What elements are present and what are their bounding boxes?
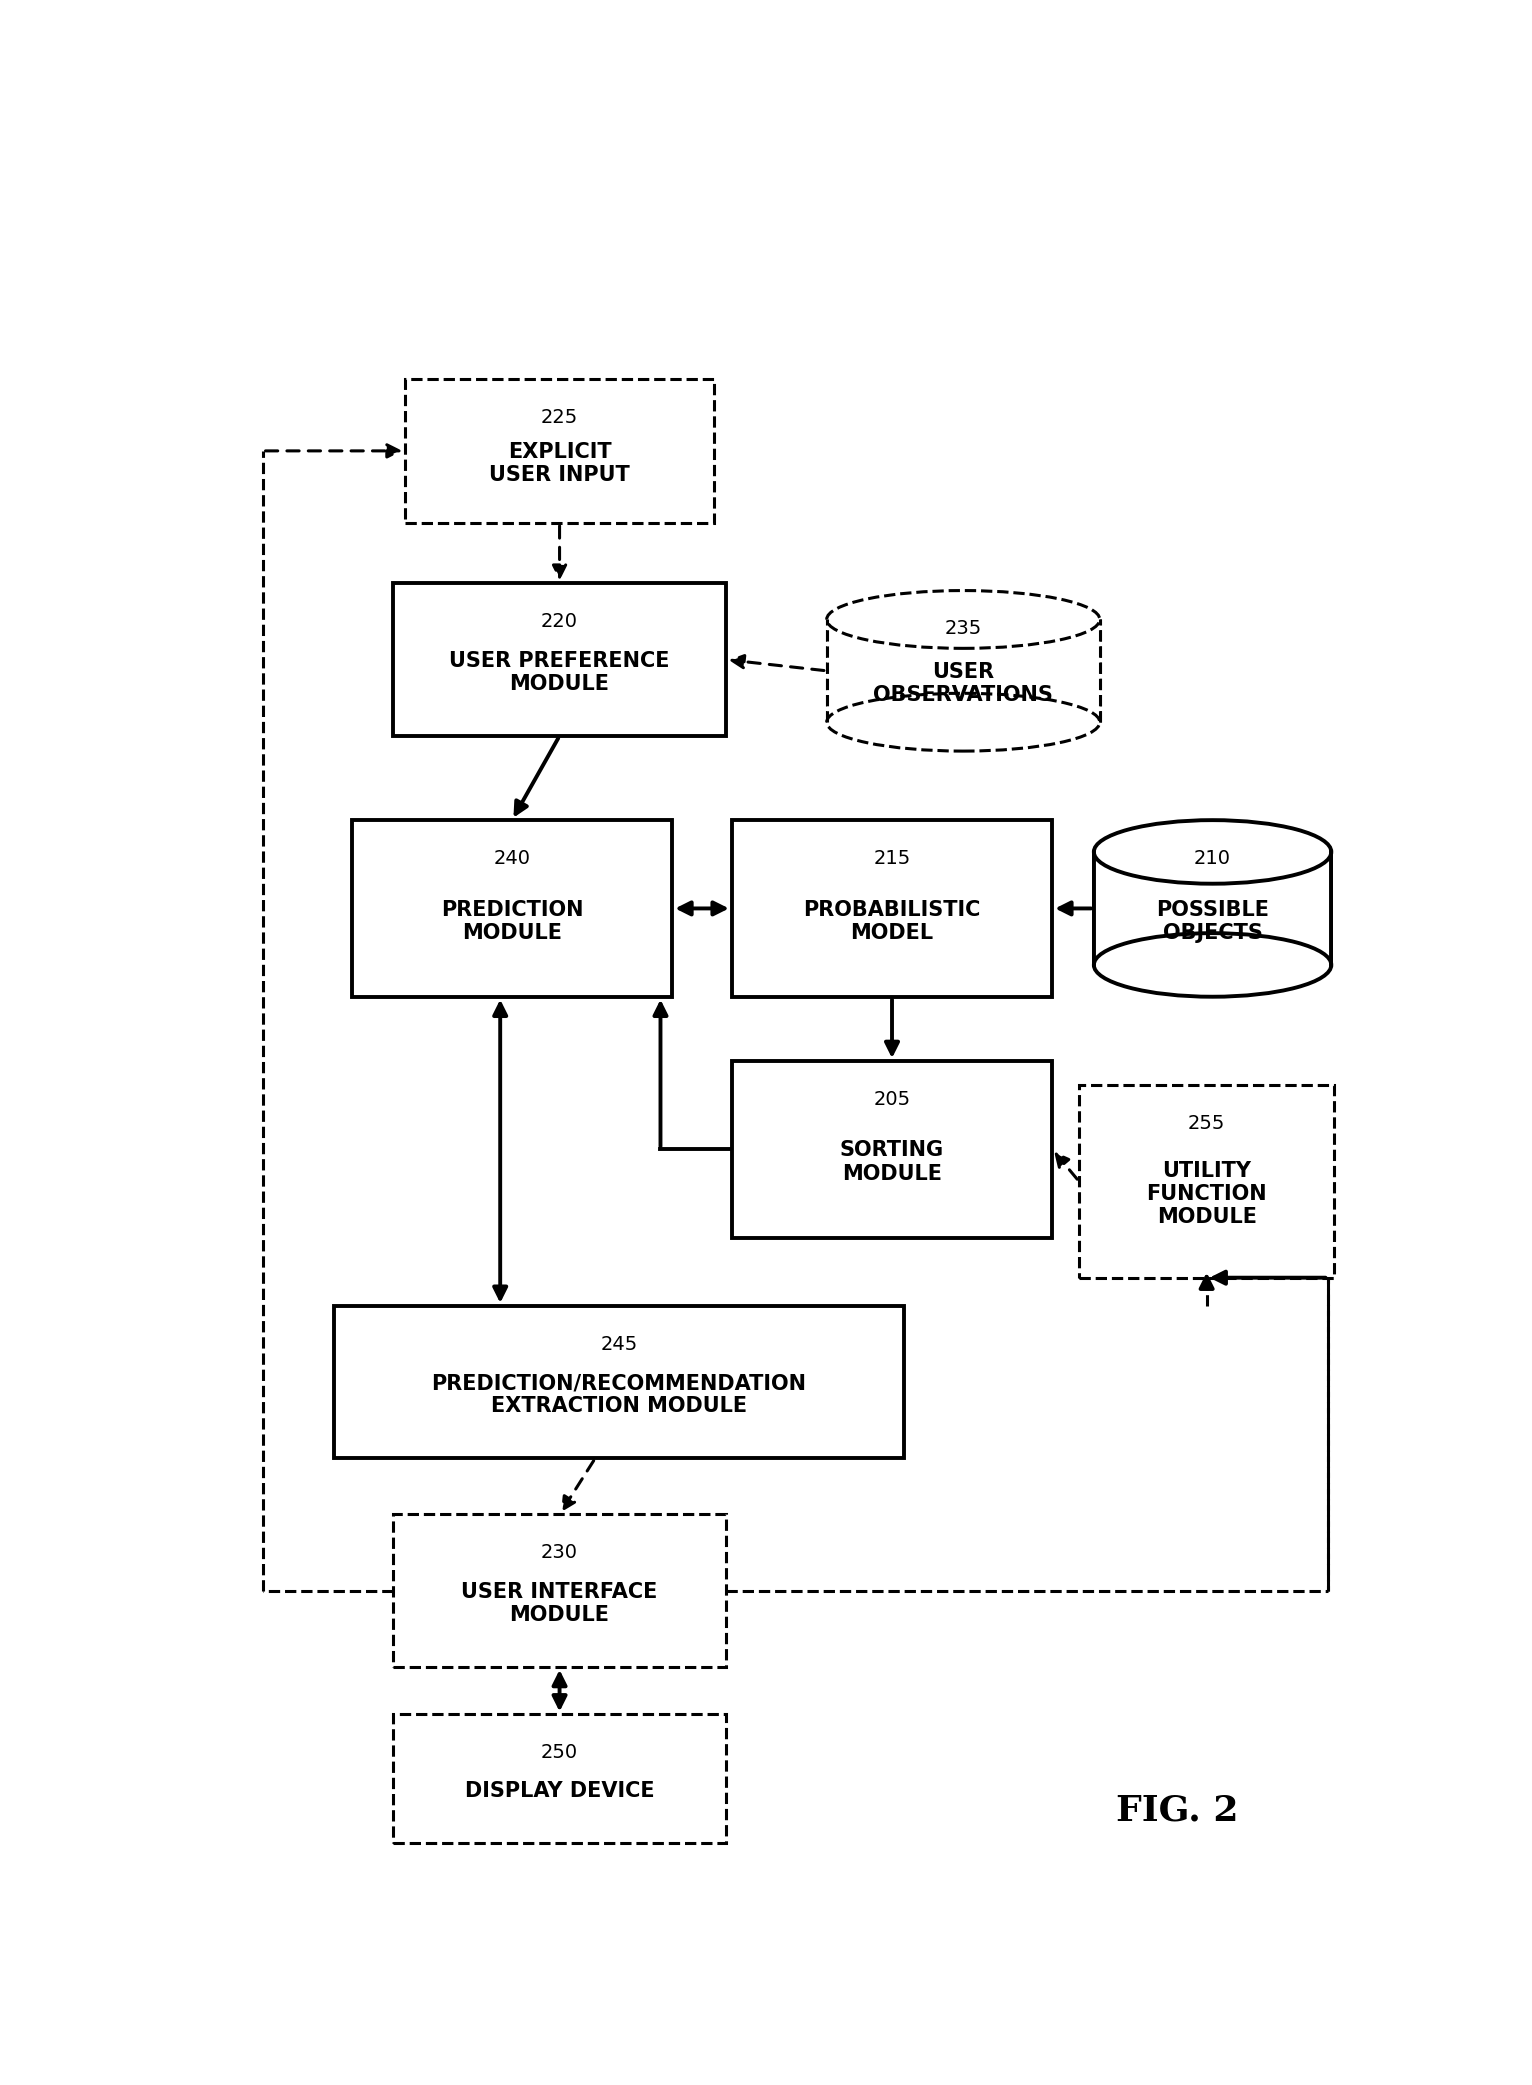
Bar	[1079, 1084, 1334, 1278]
Text: USER
OBSERVATIONS: USER OBSERVATIONS	[873, 663, 1052, 705]
Bar	[732, 1061, 1052, 1238]
Bar	[394, 1514, 726, 1668]
Text: 210: 210	[1193, 849, 1232, 867]
Bar	[352, 819, 673, 997]
Text: FIG. 2: FIG. 2	[1115, 1793, 1238, 1829]
Text: 255: 255	[1187, 1113, 1226, 1132]
Text: EXPLICIT
USER INPUT: EXPLICIT USER INPUT	[489, 442, 630, 486]
Ellipse shape	[1094, 819, 1331, 884]
Bar	[334, 1305, 904, 1457]
Bar	[404, 379, 714, 523]
Bar	[732, 819, 1052, 997]
Text: 240: 240	[493, 849, 530, 867]
Text: POSSIBLE
OBJECTS: POSSIBLE OBJECTS	[1157, 901, 1268, 942]
Text: USER PREFERENCE
MODULE: USER PREFERENCE MODULE	[449, 651, 669, 694]
Bar	[827, 619, 1100, 721]
Ellipse shape	[1094, 934, 1331, 997]
Text: DISPLAY DEVICE: DISPLAY DEVICE	[464, 1781, 654, 1801]
Text: 230: 230	[541, 1543, 578, 1562]
Bar	[394, 584, 726, 736]
Text: 215: 215	[873, 849, 910, 867]
Text: 235: 235	[945, 619, 982, 638]
Text: 245: 245	[601, 1334, 637, 1353]
Ellipse shape	[827, 590, 1100, 648]
Text: PREDICTION
MODULE: PREDICTION MODULE	[441, 901, 584, 942]
Text: UTILITY
FUNCTION
MODULE: UTILITY FUNCTION MODULE	[1146, 1161, 1267, 1228]
Text: PREDICTION/RECOMMENDATION
EXTRACTION MODULE: PREDICTION/RECOMMENDATION EXTRACTION MOD…	[432, 1374, 806, 1416]
Text: 250: 250	[541, 1743, 578, 1762]
Text: SORTING
MODULE: SORTING MODULE	[840, 1140, 944, 1184]
Ellipse shape	[827, 694, 1100, 751]
Text: 220: 220	[541, 613, 578, 632]
Text: 225: 225	[541, 407, 578, 427]
Text: PROBABILISTIC
MODEL: PROBABILISTIC MODEL	[803, 901, 980, 942]
Text: USER INTERFACE
MODULE: USER INTERFACE MODULE	[461, 1583, 657, 1624]
Bar	[1094, 853, 1331, 965]
Text: 205: 205	[873, 1090, 910, 1109]
Bar	[394, 1714, 726, 1843]
